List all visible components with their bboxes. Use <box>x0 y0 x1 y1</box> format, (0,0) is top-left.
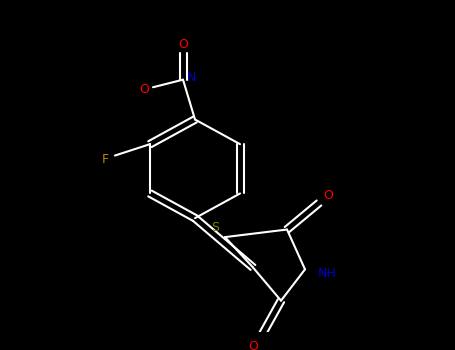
Text: F: F <box>101 153 109 166</box>
Text: O: O <box>248 340 258 350</box>
Text: S: S <box>211 221 219 234</box>
Text: O: O <box>139 83 149 96</box>
Text: O: O <box>178 38 188 51</box>
Text: O: O <box>323 189 333 202</box>
Text: N: N <box>186 71 196 84</box>
Text: NH: NH <box>318 267 336 280</box>
